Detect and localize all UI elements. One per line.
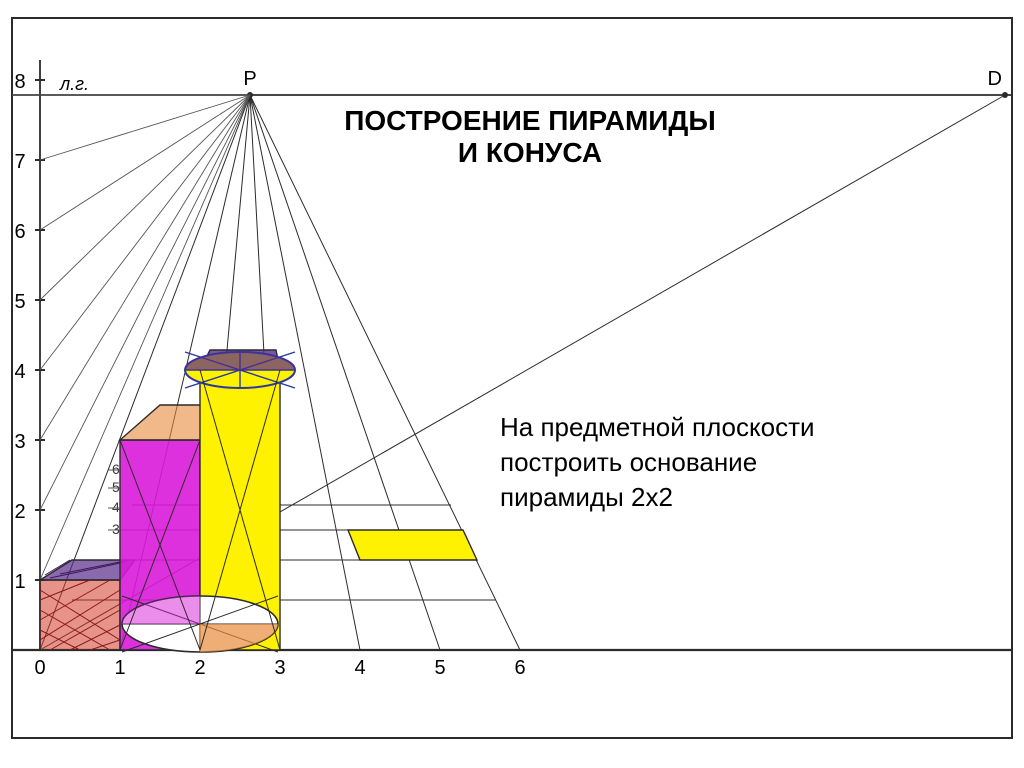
svg-text:4: 4	[112, 499, 120, 515]
tick-6: 6	[14, 221, 25, 243]
tick-5: 5	[14, 291, 25, 313]
svg-text:3: 3	[274, 657, 285, 679]
tick-4: 4	[14, 361, 25, 383]
svg-text:6: 6	[514, 657, 525, 679]
title-line2: И КОНУСА	[280, 137, 780, 169]
lower-ellipse	[122, 596, 278, 652]
body-line1: На предметной плоскости	[500, 410, 815, 445]
label-p: P	[243, 68, 256, 90]
body-line2: построить основание	[500, 445, 815, 480]
label-horizon: л.г.	[59, 74, 89, 94]
x-ticks: 0 1 2 3 4 5 6	[34, 657, 525, 679]
svg-text:2: 2	[194, 657, 205, 679]
svg-text:1: 1	[114, 657, 125, 679]
label-d: D	[988, 68, 1002, 90]
inner-small-ticks: 3 4 5 6	[108, 461, 120, 537]
yellow-ground-tile	[348, 530, 477, 560]
body-line3: пирамиды 2х2	[500, 480, 815, 515]
tick-7: 7	[14, 151, 25, 173]
tick-1: 1	[14, 571, 25, 593]
body-text: На предметной плоскости построить основа…	[500, 410, 815, 515]
tick-8: 8	[14, 71, 25, 93]
svg-text:5: 5	[434, 657, 445, 679]
title-line1: ПОСТРОЕНИЕ ПИРАМИДЫ	[280, 105, 780, 137]
tick-2: 2	[14, 501, 25, 523]
svg-text:0: 0	[34, 657, 45, 679]
svg-text:3: 3	[112, 521, 120, 537]
title: ПОСТРОЕНИЕ ПИРАМИДЫ И КОНУСА	[280, 105, 780, 169]
svg-text:4: 4	[354, 657, 365, 679]
upper-ellipse	[185, 352, 295, 388]
tick-3: 3	[14, 431, 25, 453]
svg-text:5: 5	[112, 479, 120, 495]
svg-text:6: 6	[112, 461, 120, 477]
